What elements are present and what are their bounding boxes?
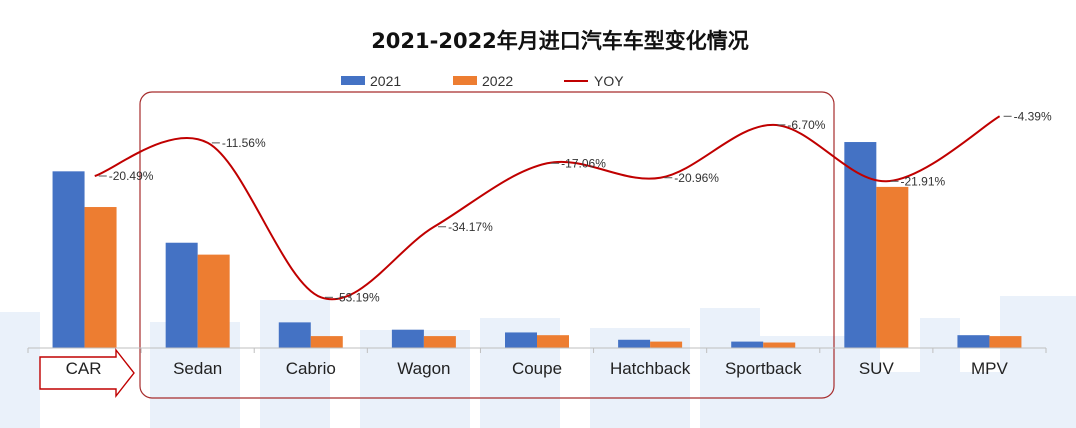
legend-swatch-2021	[341, 76, 365, 85]
bar-2022-suv	[876, 186, 909, 348]
legend-swatch-2022	[453, 76, 477, 85]
bar-2022-wagon	[423, 336, 456, 348]
bar-2022-car	[84, 207, 117, 348]
bar-2021-coupe	[505, 332, 537, 348]
bar-2021-sedan	[165, 242, 198, 348]
yoy-label-coupe: -17.06%	[561, 156, 606, 170]
bar-2021-wagon	[391, 329, 424, 348]
bg-block	[260, 300, 330, 428]
category-label-sedan: Sedan	[173, 359, 222, 378]
category-label-hatchback: Hatchback	[610, 359, 691, 378]
legend-label-2021: 2021	[370, 73, 401, 89]
bg-block	[880, 372, 1076, 428]
bar-2021-car	[52, 171, 85, 348]
legend-label-yoy: YOY	[594, 73, 624, 89]
category-label-suv: SUV	[859, 359, 895, 378]
bar-2022-mpv	[989, 336, 1022, 348]
category-label-car: CAR	[66, 359, 102, 378]
x-axis-ticks	[27, 348, 1047, 353]
category-label-cabrio: Cabrio	[286, 359, 336, 378]
bg-block	[0, 312, 40, 428]
yoy-line	[94, 115, 1001, 301]
category-labels: CAR Sedan Cabrio Wagon Coupe Hatchback Sportba…	[66, 359, 1009, 378]
legend: 2021 2022 YOY	[341, 73, 624, 89]
bar-2021-suv	[844, 142, 877, 348]
bar-2021-mpv	[957, 335, 990, 348]
car-arrow-shape	[39, 347, 135, 399]
bg-block	[700, 308, 760, 428]
yoy-label-cabrio: -53.19%	[335, 290, 380, 304]
chart-title: 2021-2022年月进口汽车车型变化情况	[371, 29, 749, 53]
yoy-label-suv: -21.91%	[901, 174, 946, 188]
bar-2022-cabrio	[310, 336, 343, 348]
yoy-label-wagon: -34.17%	[448, 220, 493, 234]
category-label-coupe: Coupe	[512, 359, 562, 378]
yoy-label-car: -20.49%	[109, 169, 154, 183]
bar-2022-sportback	[763, 342, 796, 348]
yoy-label-sedan: -11.56%	[222, 136, 266, 150]
yoy-label-mpv: -4.39%	[1014, 109, 1052, 123]
category-label-mpv: MPV	[971, 359, 1009, 378]
category-label-wagon: Wagon	[397, 359, 450, 378]
bar-2021-hatchback	[618, 339, 651, 348]
bar-2021-sportback	[731, 341, 764, 348]
yoy-labels: -20.49% -11.56% -53.19% -34.17% -17.06% -20.9…	[98, 109, 1052, 304]
highlight-frame	[139, 91, 835, 399]
bar-2022-coupe	[537, 335, 569, 348]
bars-group	[52, 142, 1022, 348]
yoy-label-sportback: -6.70%	[787, 118, 825, 132]
legend-label-2022: 2022	[482, 73, 513, 89]
category-label-sportback: Sportback	[725, 359, 802, 378]
bar-2021-cabrio	[278, 322, 311, 348]
yoy-label-hatchback: -20.96%	[674, 171, 719, 185]
bar-2022-hatchback	[650, 341, 683, 348]
bar-2022-sedan	[197, 254, 230, 348]
